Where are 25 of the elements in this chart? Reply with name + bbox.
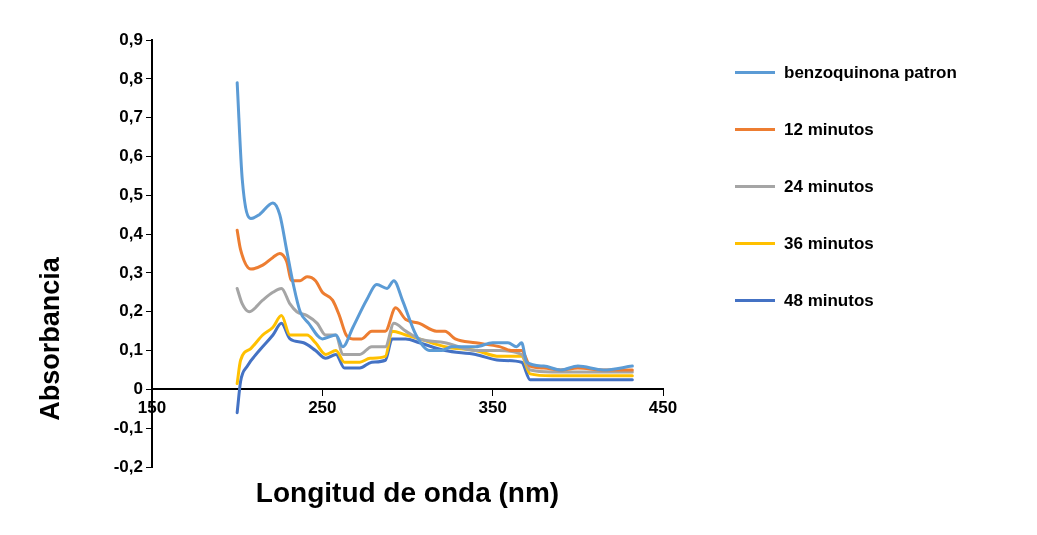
y-axis-title: Absorbancia: [35, 256, 66, 421]
y-tick-label: 0,3: [119, 262, 143, 282]
x-axis-title: Longitud de onda (nm): [255, 476, 560, 508]
y-tick-label: 0,8: [119, 68, 143, 88]
line-series: [235, 81, 634, 372]
y-tick-label: -0,1: [113, 417, 143, 437]
y-tick-label: 0,1: [119, 340, 143, 360]
y-tick-label: 0,4: [119, 223, 144, 243]
y-tick-label: 0,9: [119, 29, 143, 49]
line-series: [235, 286, 634, 374]
y-tick-label: 0: [133, 379, 143, 399]
x-tick-label: 250: [308, 398, 337, 418]
x-tick-label: 350: [478, 398, 507, 418]
line-series: [235, 321, 634, 415]
legend-label: 36 minutos: [784, 233, 874, 254]
y-tick-label: -0,2: [113, 456, 143, 476]
legend-label: 24 minutos: [784, 176, 874, 197]
legend-label: 12 minutos: [784, 119, 874, 140]
y-tick-label: 0,7: [119, 107, 143, 127]
y-tick-label: 0,2: [119, 301, 143, 321]
x-tick-label: 450: [648, 398, 678, 418]
y-tick-label: 0,5: [119, 184, 143, 204]
legend-label: 48 minutos: [784, 290, 874, 311]
legend-label: benzoquinona patron: [784, 62, 957, 83]
y-tick-label: 0,6: [119, 146, 143, 166]
